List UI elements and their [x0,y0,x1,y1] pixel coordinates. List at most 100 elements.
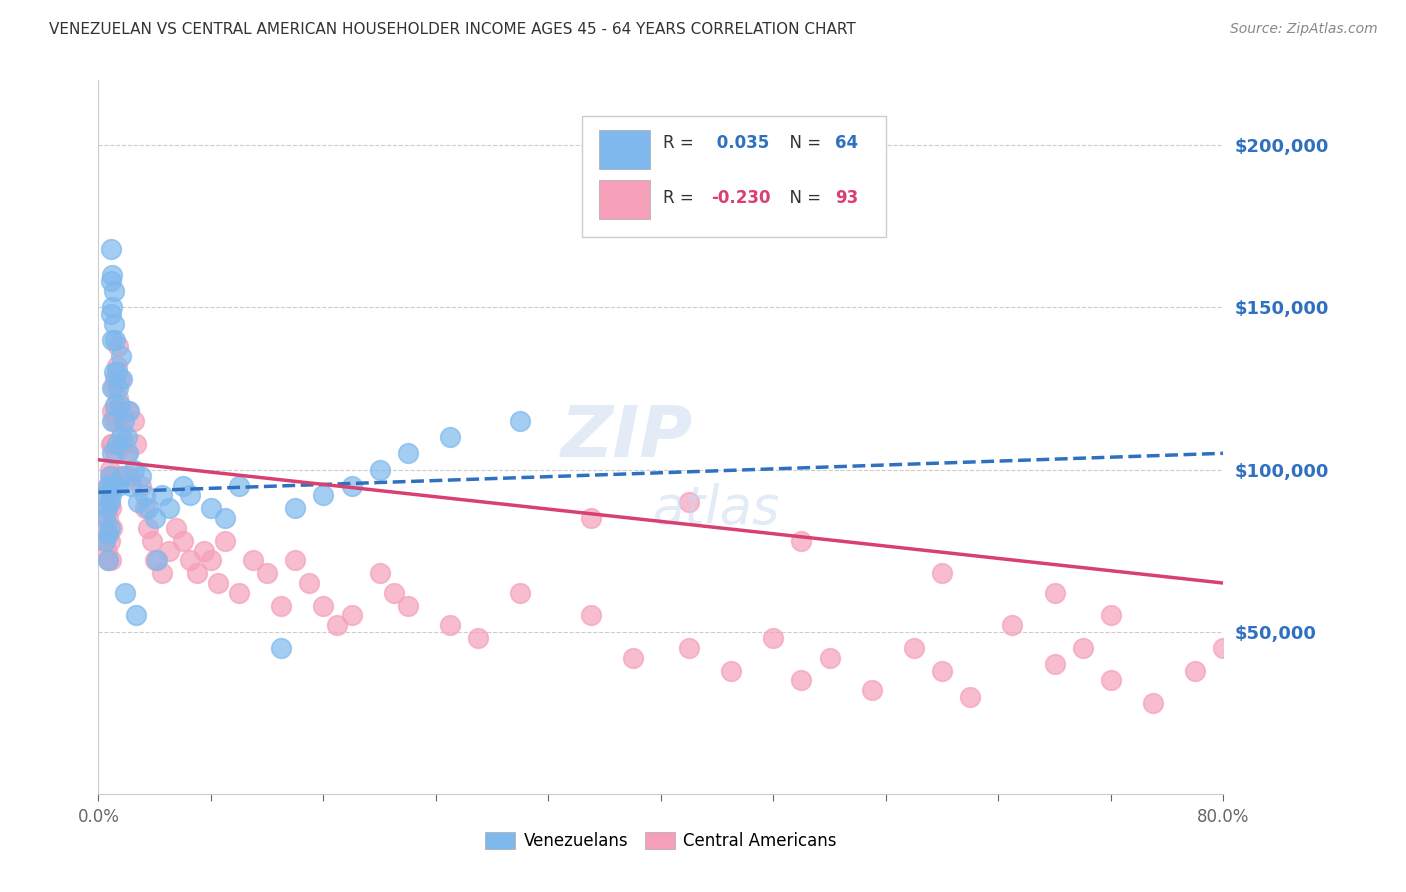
Point [122,414,145,428]
Point [200,501,222,516]
Point [94,533,117,548]
Point [1071,640,1094,655]
Text: VENEZUELAN VS CENTRAL AMERICAN HOUSEHOLDER INCOME AGES 45 - 64 YEARS CORRELATION: VENEZUELAN VS CENTRAL AMERICAN HOUSEHOLD… [49,22,856,37]
Point [150,488,173,502]
Point [108,372,131,386]
Point [179,488,201,502]
Point [112,436,135,450]
Point [439,430,461,444]
Point [860,683,883,698]
FancyBboxPatch shape [582,116,886,237]
Point [228,586,250,600]
Point [105,359,128,373]
Point [720,664,742,678]
Point [284,501,307,516]
Point [1001,618,1024,632]
Point [200,553,222,567]
Point [127,495,149,509]
Point [103,284,125,298]
Point [621,650,644,665]
Point [98,462,121,476]
Point [111,469,134,483]
Point [129,469,152,483]
Point [157,501,180,516]
Point [1212,640,1234,655]
Point [270,599,292,613]
Point [100,488,122,502]
Point [467,631,489,645]
Point [1099,673,1122,688]
Point [97,479,120,493]
Point [172,533,194,548]
Text: atlas: atlas [654,483,780,534]
Text: N =: N = [779,134,827,152]
Point [93,495,115,509]
Point [100,436,122,450]
Point [98,521,121,535]
Text: R =: R = [664,134,699,152]
Point [439,618,461,632]
Point [98,469,121,483]
Point [790,673,813,688]
Point [96,501,118,516]
Point [104,398,127,412]
Point [111,372,134,386]
Point [101,446,124,460]
Point [368,462,391,476]
Point [103,414,125,428]
Text: 0.035: 0.035 [711,134,769,152]
Point [678,495,700,509]
Point [136,521,159,535]
Point [146,553,169,567]
Point [100,274,122,288]
Point [903,640,925,655]
Point [326,618,349,632]
Point [396,599,419,613]
Point [931,566,953,581]
Point [150,566,173,581]
Point [100,553,122,567]
Point [97,527,120,541]
Point [105,436,128,450]
Point [931,664,953,678]
Point [97,553,120,567]
Point [105,414,128,428]
Point [270,640,292,655]
Point [114,469,136,483]
Point [94,521,117,535]
Point [193,543,215,558]
Point [214,511,236,525]
Point [101,479,124,493]
Point [107,479,129,493]
Point [97,479,120,493]
Point [118,404,141,418]
Point [122,462,145,476]
Bar [599,180,650,219]
Text: N =: N = [779,189,827,207]
Point [125,608,148,623]
Point [101,521,124,535]
Point [114,586,136,600]
Point [312,599,335,613]
Point [101,381,124,395]
Point [101,404,124,418]
Point [105,365,128,379]
Point [115,446,138,460]
Point [104,446,127,460]
Point [312,488,335,502]
Point [94,533,117,548]
Point [368,566,391,581]
Text: 93: 93 [835,189,859,207]
Point [108,398,131,412]
Point [228,479,250,493]
Point [117,404,139,418]
Text: 64: 64 [835,134,858,152]
Point [340,608,363,623]
Point [101,268,124,282]
Bar [599,130,650,169]
Text: ZIP: ZIP [561,402,693,472]
Point [242,553,264,567]
Point [117,446,139,460]
Point [103,317,125,331]
Point [98,495,121,509]
